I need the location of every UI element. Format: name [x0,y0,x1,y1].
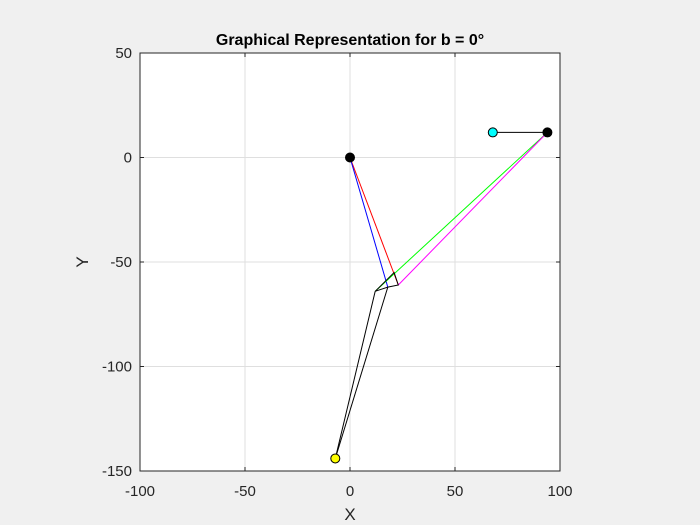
markers-layer [330,127,553,464]
x-tick-label: -50 [234,483,256,500]
chart-title: Graphical Representation for b = 0° [216,32,484,49]
series-line-black-4 [374,271,399,292]
series-line-black-5 [334,291,376,459]
series-line-red-0 [349,157,399,286]
y-axis-label: Y [73,256,92,267]
point-black-0 [345,152,355,163]
y-tick-label: 0 [124,150,132,167]
series-layer [334,131,548,459]
y-tick-label: 50 [115,45,132,62]
x-tick-label: 100 [547,483,572,500]
point-black-1 [542,127,553,138]
y-tick-label: -150 [102,463,132,480]
x-tick-label: 50 [447,483,464,500]
ticks [139,52,561,472]
x-tick-label: 0 [346,483,354,500]
series-line-green-2 [374,132,548,292]
y-tick-label: -100 [102,359,132,376]
series-line-blue-1 [349,157,389,288]
x-tick-label: -100 [125,483,155,500]
tick-labels: -100 -50 0 50 100 50 0 -50 -100 -150 [102,45,573,500]
point-cyan-2 [487,127,498,138]
x-axis-label: X [344,505,355,524]
series-line-magenta-3 [397,132,548,286]
y-tick-label: -50 [110,254,132,271]
series-line-black-6 [334,286,389,459]
point-yellow-3 [330,453,341,464]
